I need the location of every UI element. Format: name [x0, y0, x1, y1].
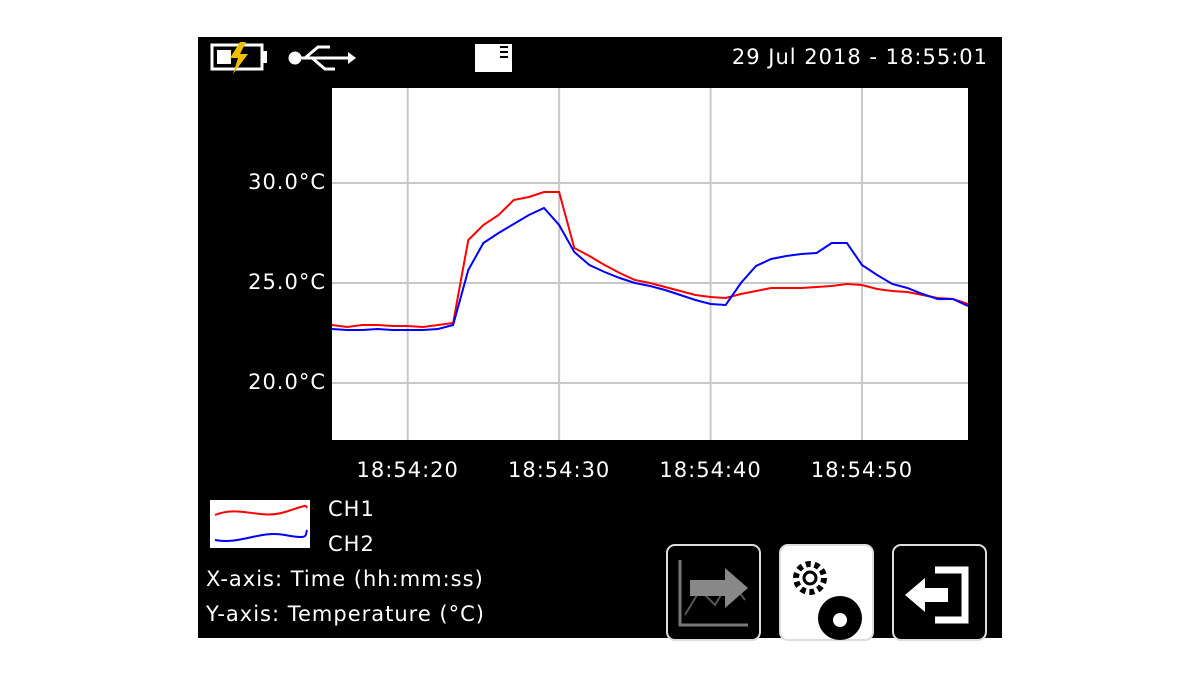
- series-line: [331, 206, 969, 331]
- settings-button[interactable]: [779, 544, 874, 641]
- x-axis-info: X-axis: Time (hh:mm:ss): [206, 567, 484, 591]
- sd-card-icon: [475, 44, 512, 72]
- x-tick-label: 18:54:50: [811, 458, 913, 482]
- x-tick-label: 18:54:40: [659, 458, 761, 482]
- legend-label: CH1: [328, 497, 375, 521]
- usb-icon: [288, 45, 356, 71]
- export-button[interactable]: [666, 544, 761, 641]
- plot-area: [332, 88, 968, 440]
- y-axis-info: Y-axis: Temperature (°C): [205, 602, 485, 626]
- lines: [331, 191, 969, 331]
- legend-swatch: [214, 529, 308, 542]
- battery-icon: [210, 42, 267, 74]
- datetime: 29 Jul 2018 - 18:55:01: [732, 45, 988, 69]
- y-tick-label: 20.0°C: [248, 370, 326, 394]
- x-tick-label: 18:54:20: [357, 458, 459, 482]
- legend-swatch-box: [210, 500, 310, 548]
- legend-label: CH2: [328, 532, 375, 556]
- y-tick-label: 25.0°C: [248, 270, 326, 294]
- y-tick-label: 30.0°C: [248, 170, 326, 194]
- x-tick-label: 18:54:30: [508, 458, 610, 482]
- legend: CH1 CH2: [210, 497, 375, 556]
- exit-button[interactable]: [892, 544, 987, 641]
- series-line: [331, 191, 969, 329]
- legend-swatch: [214, 504, 308, 516]
